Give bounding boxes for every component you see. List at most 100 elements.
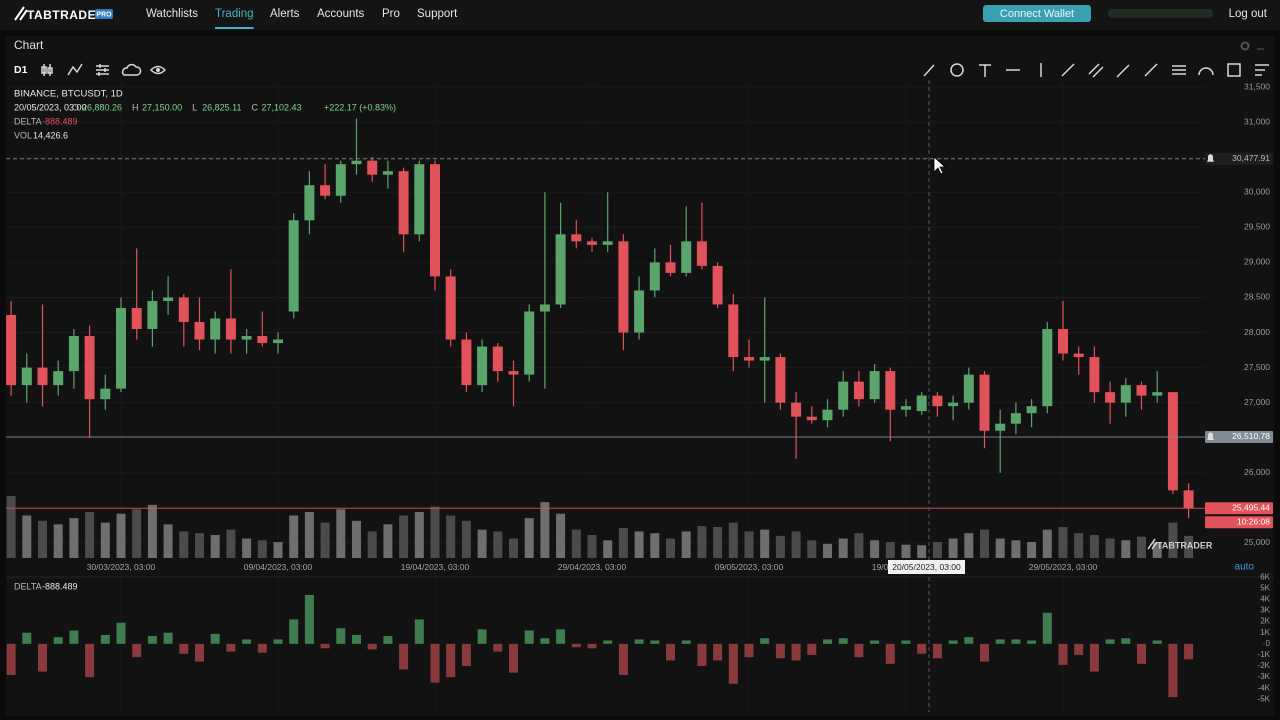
delta-bar	[666, 643, 675, 661]
volume-bar	[681, 531, 691, 558]
menu-icon[interactable]	[1255, 64, 1269, 76]
volume-bar	[509, 538, 518, 558]
nav-item[interactable]: Alerts	[270, 8, 300, 20]
candle-body	[147, 300, 158, 330]
nav-item[interactable]: Support	[417, 8, 458, 20]
delta-bar	[995, 639, 1005, 644]
x-tick-label: 29/05/2023, 03:00	[1029, 562, 1098, 572]
candle-body	[696, 241, 707, 266]
volume-bar	[147, 504, 157, 558]
rectangle-icon[interactable]	[1227, 63, 1241, 77]
volume-bar	[1011, 540, 1021, 558]
y-tick-label: 31,000	[1244, 116, 1270, 126]
candle-body	[885, 371, 896, 410]
nav-item[interactable]: Accounts	[317, 8, 365, 20]
volume-bar	[273, 542, 283, 558]
settings-icon[interactable]	[1240, 41, 1250, 51]
cloud-icon[interactable]	[121, 63, 142, 76]
delta-tick-label: -5K	[1258, 694, 1271, 703]
text-icon[interactable]	[979, 64, 991, 77]
volume-bar	[1074, 533, 1084, 558]
legend-value: 27,102.43	[261, 102, 301, 112]
delta-bar	[1168, 643, 1178, 698]
nav-item[interactable]: Watchlists	[146, 8, 198, 20]
eye-icon[interactable]	[149, 65, 167, 75]
logo[interactable]: TABTRADER	[27, 8, 105, 22]
legend-delta: -888.489	[42, 116, 78, 126]
y-tick-label: 28,500	[1244, 292, 1270, 302]
channel-icon[interactable]	[1088, 63, 1104, 78]
candle-body	[241, 336, 252, 340]
arc-icon[interactable]	[1198, 67, 1214, 76]
candle-body	[84, 336, 95, 400]
candle-body	[477, 346, 488, 386]
candle-body	[712, 265, 723, 305]
delta-tick-label: 3K	[1260, 606, 1270, 615]
x-tick-label: 09/05/2023, 03:00	[715, 562, 784, 572]
candle-body	[351, 160, 362, 165]
candles-icon[interactable]	[41, 64, 53, 76]
volume-bar	[854, 533, 864, 558]
delta-bar	[38, 643, 47, 672]
alert-bell	[1207, 154, 1214, 162]
interval[interactable]: D1	[14, 64, 28, 76]
candle-body	[979, 374, 990, 431]
volume-bar	[870, 540, 880, 558]
price-label: 25,495.44	[1232, 502, 1270, 512]
auto-scale[interactable]: auto	[1235, 562, 1255, 573]
legend-value: 27,150.00	[142, 102, 182, 112]
volume-bar	[132, 509, 142, 558]
candle-body	[916, 395, 927, 412]
candle-body	[744, 357, 754, 361]
magnet-icon[interactable]	[950, 63, 964, 77]
delta-bar	[352, 634, 361, 644]
volume-bar	[257, 540, 267, 558]
delta-tick-label: 4K	[1260, 595, 1270, 604]
candle-body	[587, 241, 597, 245]
volume-bar	[540, 502, 550, 558]
legend-delta-key: DELTA	[14, 116, 42, 126]
extended-line-icon[interactable]	[1144, 63, 1158, 77]
delta-bar	[901, 640, 911, 644]
delta-tick-label: -1K	[1258, 650, 1271, 659]
delta-bar	[1027, 640, 1037, 644]
volume-bar	[1121, 540, 1131, 558]
delta-tick-label: 0	[1266, 639, 1271, 648]
volume-bar	[100, 522, 110, 558]
trendline-icon[interactable]	[1061, 63, 1075, 77]
nav-item[interactable]: Pro	[382, 8, 400, 20]
candle-body	[524, 311, 535, 375]
candle-body	[806, 416, 817, 421]
delta-bar	[980, 643, 989, 662]
candle-body	[273, 339, 283, 344]
legend-key: L	[192, 102, 197, 112]
ray-icon[interactable]	[1116, 64, 1130, 78]
volume-bar	[430, 506, 440, 558]
indicators-icon[interactable]	[67, 63, 83, 76]
volume-bar	[791, 531, 801, 558]
candle-body	[210, 318, 221, 340]
candle-body	[1105, 392, 1116, 403]
candle-body	[665, 262, 676, 273]
x-tick-label: 29/04/2023, 03:00	[558, 562, 627, 572]
alert-bell	[1207, 432, 1214, 440]
delta-bar	[6, 643, 16, 675]
delta-bar	[132, 643, 142, 658]
connect-wallet[interactable]: Connect Wallet	[1000, 8, 1074, 20]
volume-bar	[556, 513, 566, 558]
fib-icon[interactable]	[1172, 65, 1186, 75]
volume-bar	[948, 538, 958, 558]
nav-item[interactable]: Trading	[215, 8, 254, 20]
log-out[interactable]: Log out	[1229, 8, 1268, 20]
connect-wallet-button[interactable]	[983, 5, 1091, 22]
volume-bar	[917, 545, 927, 558]
candle-body	[100, 388, 111, 400]
candle-body	[901, 406, 911, 410]
candle-body	[775, 357, 786, 403]
candle-body	[649, 262, 660, 291]
delta-bar	[681, 640, 691, 644]
pencil-icon[interactable]	[923, 64, 935, 77]
settings-sliders-icon[interactable]	[96, 64, 109, 76]
pro-badge-bg	[95, 9, 113, 19]
